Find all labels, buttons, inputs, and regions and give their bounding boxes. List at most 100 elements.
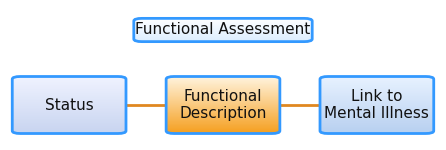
Bar [134, 24, 312, 25]
Bar [166, 118, 280, 119]
Bar [320, 89, 434, 90]
Bar [134, 38, 312, 39]
Bar [166, 83, 280, 84]
Bar [12, 85, 126, 86]
Bar [12, 90, 126, 91]
Bar [320, 78, 434, 79]
Bar [12, 124, 126, 125]
Bar [134, 19, 312, 20]
Bar [166, 86, 280, 87]
Bar [12, 78, 126, 79]
Bar [166, 109, 280, 110]
Bar [166, 105, 280, 106]
Bar [320, 106, 434, 107]
Bar [12, 76, 126, 77]
Bar [166, 132, 280, 133]
Bar [12, 127, 126, 128]
Bar [12, 92, 126, 93]
Bar [320, 79, 434, 80]
Bar [166, 100, 280, 101]
Bar [134, 23, 312, 24]
Bar [134, 25, 312, 26]
Bar [134, 19, 312, 20]
Bar [166, 125, 280, 126]
Bar [12, 93, 126, 94]
Bar [320, 133, 434, 134]
Text: Status: Status [45, 98, 94, 112]
Bar [320, 126, 434, 127]
Bar [166, 82, 280, 83]
Bar [166, 123, 280, 124]
Bar [320, 101, 434, 102]
Bar [166, 110, 280, 111]
Bar [166, 93, 280, 94]
Bar [320, 95, 434, 96]
Bar [134, 35, 312, 36]
Bar [320, 86, 434, 87]
Bar [320, 108, 434, 109]
Bar [166, 120, 280, 121]
Bar [12, 105, 126, 106]
Bar [166, 122, 280, 123]
Bar [12, 102, 126, 103]
Bar [320, 81, 434, 82]
Bar [12, 98, 126, 99]
Bar [12, 110, 126, 111]
Bar [166, 90, 280, 91]
Bar [12, 86, 126, 87]
FancyBboxPatch shape [12, 76, 126, 134]
Bar [12, 91, 126, 92]
Bar [166, 82, 280, 83]
FancyBboxPatch shape [166, 76, 280, 134]
Text: Functional
Description: Functional Description [179, 89, 267, 121]
Bar [166, 90, 280, 91]
Bar [12, 86, 126, 87]
Bar [166, 131, 280, 132]
Bar [320, 94, 434, 95]
Bar [12, 94, 126, 95]
Bar [12, 126, 126, 127]
Bar [134, 29, 312, 30]
Bar [166, 121, 280, 122]
Bar [12, 101, 126, 102]
Bar [12, 129, 126, 130]
Bar [134, 41, 312, 42]
Bar [320, 88, 434, 89]
Bar [12, 89, 126, 90]
Bar [134, 26, 312, 27]
Bar [320, 113, 434, 114]
Bar [12, 109, 126, 110]
Bar [320, 91, 434, 92]
Bar [134, 24, 312, 25]
Bar [166, 95, 280, 96]
Bar [12, 80, 126, 81]
Bar [12, 88, 126, 89]
Bar [320, 81, 434, 82]
Bar [320, 82, 434, 83]
Bar [12, 114, 126, 115]
Bar [12, 97, 126, 98]
Bar [12, 94, 126, 95]
Bar [12, 109, 126, 110]
Bar [166, 80, 280, 81]
Bar [134, 25, 312, 26]
Bar [320, 86, 434, 87]
Bar [12, 89, 126, 90]
Bar [320, 114, 434, 115]
Bar [134, 18, 312, 19]
Bar [320, 82, 434, 83]
Bar [320, 101, 434, 102]
Bar [320, 103, 434, 104]
Bar [12, 90, 126, 91]
Bar [166, 106, 280, 107]
Bar [166, 117, 280, 118]
Bar [320, 113, 434, 114]
Bar [320, 102, 434, 103]
Bar [320, 98, 434, 99]
Bar [12, 117, 126, 118]
Bar [12, 82, 126, 83]
Bar [320, 89, 434, 90]
Bar [320, 127, 434, 128]
Bar [12, 99, 126, 100]
Bar [166, 106, 280, 107]
